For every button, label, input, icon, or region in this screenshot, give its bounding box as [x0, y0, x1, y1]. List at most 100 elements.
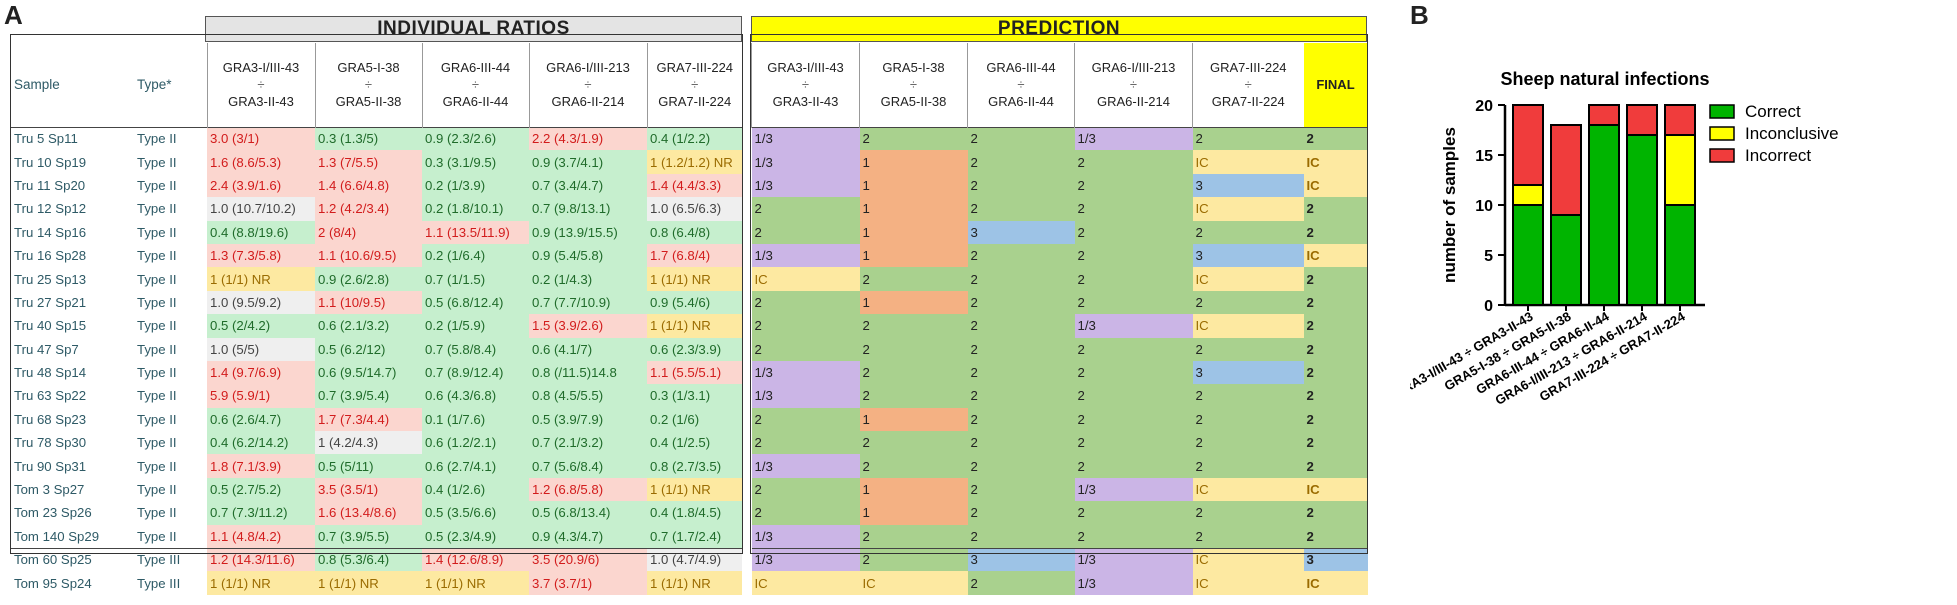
type-cell: Type II — [137, 177, 177, 193]
ratio-cell: 0.7 (1/1.5) — [422, 267, 529, 291]
prediction-cell: 2 — [1192, 501, 1304, 525]
prediction-col-header-bottom: GRA6-II-214 — [1097, 94, 1170, 110]
ratio-cell: 1.1 (13.5/11.9) — [422, 220, 529, 244]
ratio-cell: 1 (1.2/1.2) NR — [647, 150, 742, 174]
prediction-cell: 2 — [859, 454, 968, 478]
prediction-cell: 2 — [859, 126, 968, 151]
type-cell: Type II — [137, 528, 177, 544]
prediction-cell: 2 — [1074, 431, 1193, 455]
ratio-cell: 0.4 (1.8/4.5) — [647, 501, 742, 525]
prediction-cell: 1 — [859, 173, 968, 198]
ratio-cell: 0.7 (2.1/3.2) — [529, 431, 647, 455]
ratio-cell: 1.0 (6.5/6.3) — [647, 197, 742, 221]
legend-swatch-incorrect — [1709, 148, 1735, 163]
ratio-cell: 0.5 (6.2/12) — [315, 337, 422, 361]
ratio-cell: 5.9 (5.9/1) — [207, 384, 315, 408]
ratio-cell: 3.7 (3.7/1) — [529, 571, 647, 595]
table-row: Tru 25 Sp13 Type II 1 (1/1) NR 0.9 (2.6/2.8… — [11, 267, 742, 291]
final-cell: 2 — [1303, 454, 1368, 478]
type-cell: Type II — [137, 224, 177, 240]
prediction-cell: 1/3 — [751, 524, 860, 549]
prediction-cell: 2 — [967, 524, 1075, 549]
type-cell: Type II — [137, 388, 177, 404]
final-cell: 2 — [1303, 290, 1368, 315]
type-cell: Type II — [137, 341, 177, 357]
ratio-cell: 1.4 (12.6/8.9) — [422, 547, 529, 572]
ratio-cell: 0.2 (1/5.9) — [422, 314, 529, 338]
final-cell: IC — [1303, 571, 1368, 595]
ratio-cell: 1.1 (4.8/4.2) — [207, 524, 315, 549]
sample-cell: Tru 68 Sp23 — [14, 411, 87, 427]
prediction-col-header-bottom: GRA5-II-38 — [880, 94, 947, 110]
prediction-col-header-div: ÷ — [1129, 77, 1138, 93]
table-row: 1/3 2 2 2 3 2 — [751, 360, 1368, 385]
ratio-cell: 0.9 (5.4/6) — [647, 290, 742, 315]
sample-cell: Tom 23 Sp26 — [14, 505, 92, 521]
type-cell: Type II — [137, 482, 177, 498]
prediction-cell: 2 — [1074, 150, 1193, 174]
ratio-cell: 0.9 (2.6/2.8) — [315, 267, 422, 291]
final-cell: 2 — [1303, 220, 1368, 244]
sample-cell: Tom 3 Sp27 — [14, 482, 85, 498]
legend-swatch-inconclusive — [1709, 126, 1735, 141]
prediction-cell: 2 — [1074, 267, 1193, 291]
ratio-cell: 0.8 (2.7/3.5) — [647, 454, 742, 478]
ratio-cell: 0.7 (1.7/2.4) — [647, 524, 742, 549]
prediction-cell: 2 — [751, 337, 860, 361]
ratio-cell: 0.7 (5.6/8.4) — [529, 454, 647, 478]
prediction-col-header-top: GRA6-III-44 — [986, 60, 1056, 76]
ratio-cell: 0.5 (2/4.2) — [207, 314, 315, 338]
prediction-cell: 2 — [859, 547, 968, 572]
prediction-cell: 1 — [859, 150, 968, 174]
ratio-cell: 2.2 (4.3/1.9) — [529, 126, 647, 151]
prediction-cell: 2 — [967, 197, 1075, 221]
ratio-col-header: GRA7-III-224 ÷ GRA7-II-224 — [646, 43, 742, 127]
prediction-cell: 1/3 — [751, 547, 860, 572]
ratio-col-header-bottom: GRA7-II-224 — [658, 94, 732, 110]
sheep-infections-chart: Sheep natural infections 0 5 10 15 20 number … — [1410, 69, 1839, 408]
sample-cell: Tru 11 Sp20 — [14, 177, 86, 193]
prediction-cell: 2 — [1074, 243, 1193, 268]
prediction-cell: 2 — [967, 126, 1075, 151]
prediction-cell: IC — [1192, 477, 1304, 502]
ratio-cell: 0.9 (13.9/15.5) — [529, 220, 647, 244]
ratio-cell: 0.6 (2.1/3.2) — [315, 314, 422, 338]
table-row: 2 1 2 2 IC 2 — [751, 197, 1368, 221]
sample-cell: Tom 95 Sp24 — [14, 575, 92, 591]
prediction-cell: 2 — [859, 384, 968, 408]
prediction-cell: 2 — [859, 431, 968, 455]
prediction-cell: 2 — [859, 337, 968, 361]
sample-cell: Tru 27 Sp21 — [14, 294, 87, 310]
prediction-cell: 1/3 — [1074, 126, 1193, 151]
chart-title: Sheep natural infections — [1500, 69, 1709, 89]
table-row: 1/3 1 2 2 3 IC — [751, 173, 1368, 198]
legend-label-inconclusive: Inconclusive — [1745, 124, 1839, 143]
ratio-cell: 1 (1/1) NR — [647, 571, 742, 595]
table-row: Tru 90 Sp31 Type II 1.8 (7.1/3.9) 0.5 (5/11… — [11, 454, 742, 478]
prediction-cell: 1 — [859, 220, 968, 244]
table-row: Tru 27 Sp21 Type II 1.0 (9.5/9.2) 1.1 (10/9… — [11, 290, 742, 315]
final-cell: 2 — [1303, 384, 1368, 408]
ratio-cell: 0.1 (1/7.6) — [422, 407, 529, 432]
y-tick-label: 20 — [1475, 98, 1493, 115]
ratio-cell: 0.5 (2.3/4.9) — [422, 524, 529, 549]
table-row: IC 2 2 2 IC 2 — [751, 267, 1368, 291]
ratio-col-header-bottom: GRA6-II-214 — [551, 94, 625, 110]
ratio-cell: 1 (1/1) NR — [422, 571, 529, 595]
bar-incorrect-1 — [1550, 124, 1582, 216]
table-row: Tom 60 Sp25 Type III 1.2 (14.3/11.6) 0.8 (5… — [11, 547, 742, 572]
ratio-cell: 1.7 (6.8/4) — [647, 243, 742, 268]
ratio-col-header-div: ÷ — [471, 77, 480, 93]
final-cell: 2 — [1303, 360, 1368, 385]
final-cell: 2 — [1303, 337, 1368, 361]
prediction-cell: 2 — [751, 220, 860, 244]
prediction-cell: 1 — [859, 477, 968, 502]
prediction-cell: 1/3 — [1074, 571, 1193, 595]
bar-correct-2 — [1588, 124, 1620, 306]
ratio-cell: 1.6 (8.6/5.3) — [207, 150, 315, 174]
prediction-cell: IC — [1192, 267, 1304, 291]
prediction-cell: 2 — [967, 571, 1075, 595]
prediction-cell: 1/3 — [751, 360, 860, 385]
